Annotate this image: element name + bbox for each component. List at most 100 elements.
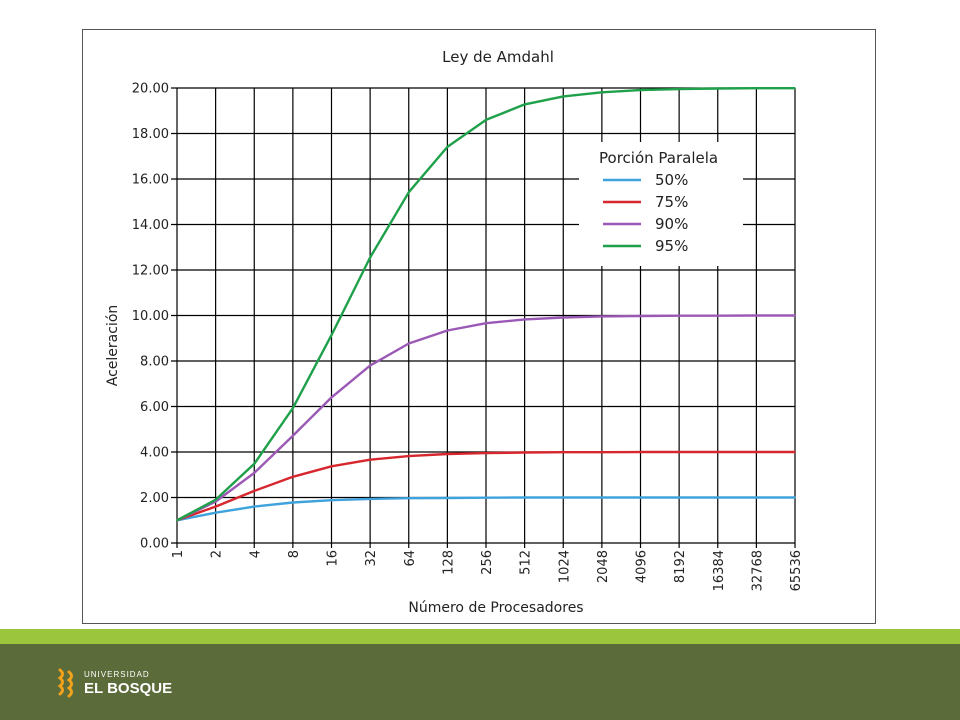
legend-label: 95% — [655, 237, 688, 255]
data-point — [446, 329, 449, 332]
chart-frame: 0.00 2.00 4.00 6.00 8.00 10.00 12.00 14.00 16.00… — [82, 29, 876, 624]
data-point — [330, 499, 333, 502]
data-point — [369, 497, 372, 500]
data-point — [639, 89, 642, 91]
data-point — [369, 256, 372, 259]
y-tick-label: 18.00 — [132, 127, 169, 142]
data-point — [755, 87, 758, 90]
x-tick-label: 32768 — [750, 550, 765, 591]
data-point — [330, 334, 333, 336]
logo-text-universidad: UNIVERSIDAD — [84, 669, 150, 679]
x-tick-label: 2 — [210, 550, 225, 558]
x-tick-label: 65536 — [789, 550, 804, 591]
data-point — [600, 451, 603, 454]
data-point — [446, 453, 449, 455]
university-logo: UNIVERSIDAD EL BOSQUE — [56, 666, 172, 700]
data-point — [407, 497, 410, 500]
data-point — [755, 314, 758, 317]
x-tick-label: 128 — [441, 550, 456, 575]
data-point — [407, 342, 410, 345]
data-point — [678, 314, 681, 317]
data-point — [214, 498, 217, 501]
data-point — [794, 451, 796, 453]
data-point — [446, 497, 449, 499]
x-tick-label: 4 — [248, 550, 263, 558]
data-point — [716, 451, 719, 453]
x-tick-label: 16 — [326, 550, 341, 567]
data-point — [523, 451, 526, 454]
data-point — [794, 87, 796, 90]
data-point — [253, 462, 256, 465]
y-tick-label: 16.00 — [132, 173, 169, 188]
data-point — [678, 451, 681, 453]
data-point — [755, 451, 758, 453]
data-point — [678, 496, 681, 499]
data-point — [253, 505, 256, 508]
data-point — [600, 315, 603, 318]
data-point — [562, 95, 565, 98]
data-point — [291, 475, 294, 478]
x-tick-label: 4096 — [635, 550, 650, 583]
data-point — [523, 103, 526, 106]
data-point — [485, 496, 487, 499]
data-point — [291, 407, 294, 409]
y-tick-label: 4.00 — [140, 446, 169, 461]
x-tick-label: 32 — [364, 550, 379, 567]
y-tick-label: 12.00 — [132, 264, 169, 279]
footer-band — [0, 644, 960, 720]
university-emblem-icon — [57, 668, 73, 698]
x-tick-label: 16384 — [712, 550, 727, 591]
data-point — [214, 505, 217, 508]
data-point — [794, 314, 796, 317]
data-point — [523, 318, 526, 321]
data-point — [176, 519, 178, 522]
data-point — [214, 511, 217, 514]
data-point — [639, 496, 642, 499]
x-tick-label: 1024 — [557, 550, 572, 583]
y-tick-label: 6.00 — [140, 400, 169, 415]
data-point — [678, 88, 681, 91]
data-point — [253, 472, 256, 474]
y-tick-label: 2.00 — [140, 491, 169, 506]
data-point — [330, 465, 333, 468]
x-tick-label: 2048 — [596, 550, 611, 583]
x-tick-label: 1 — [171, 550, 186, 558]
data-point — [407, 455, 410, 457]
data-point — [446, 146, 449, 148]
data-point — [600, 91, 603, 94]
x-tick-label: 8192 — [673, 550, 688, 583]
data-point — [369, 364, 372, 367]
data-point — [523, 496, 526, 499]
data-point — [485, 118, 487, 121]
data-point — [291, 501, 294, 504]
data-point — [562, 451, 565, 454]
logo-text-el-bosque: EL BOSQUE — [84, 679, 173, 697]
y-tick-label: 8.00 — [140, 355, 169, 370]
legend-label: 75% — [655, 193, 688, 211]
data-point — [716, 496, 719, 499]
amdahl-chart: 0.00 2.00 4.00 6.00 8.00 10.00 12.00 14.00 16.00… — [105, 48, 804, 616]
data-point — [794, 496, 796, 499]
data-point — [407, 191, 410, 194]
y-tick-label: 20.00 — [132, 82, 169, 97]
legend-label: 50% — [655, 171, 688, 189]
data-point — [562, 496, 565, 499]
data-point — [291, 434, 294, 437]
x-tick-label: 64 — [403, 550, 418, 567]
data-point — [639, 451, 642, 453]
y-tick-label: 0.00 — [140, 537, 169, 552]
y-axis-label: Aceleración — [105, 305, 121, 387]
y-tick-label: 14.00 — [132, 218, 169, 233]
data-point — [716, 87, 719, 90]
data-point — [639, 315, 642, 317]
data-point — [716, 314, 719, 317]
legend-label: 90% — [655, 215, 688, 233]
data-point — [485, 322, 487, 325]
data-point — [253, 490, 256, 492]
data-point — [485, 452, 487, 455]
x-axis-label: Número de Procesadores — [408, 600, 583, 616]
chart-title: Ley de Amdahl — [442, 48, 554, 66]
x-tick-label: 8 — [287, 550, 302, 558]
x-tick-label: 512 — [519, 550, 534, 575]
legend-title: Porción Paralela — [599, 149, 718, 167]
